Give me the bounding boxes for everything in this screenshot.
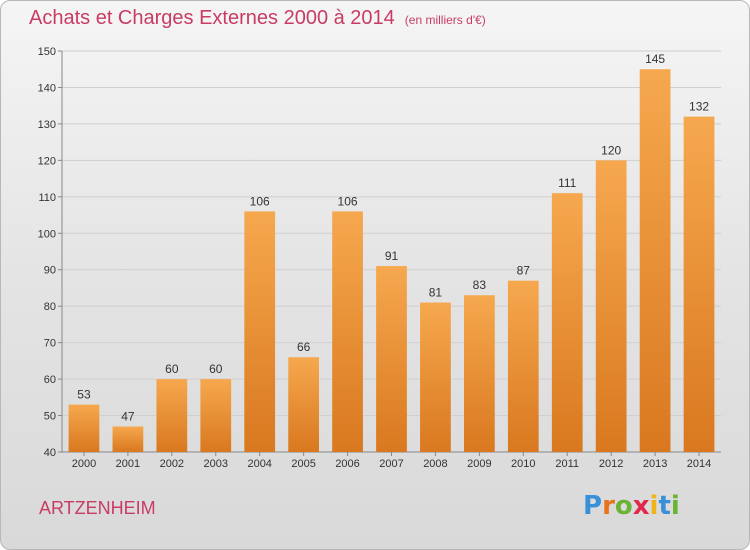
- y-tick-label: 140: [38, 82, 56, 94]
- chart-title-text: Achats et Charges Externes 2000 à 2014: [29, 7, 395, 29]
- y-tick-label: 130: [38, 119, 56, 131]
- x-tick-label: 2014: [687, 458, 711, 470]
- bar-2000: [68, 404, 100, 452]
- x-tick-label: 2010: [511, 458, 535, 470]
- bar-2010: [507, 280, 539, 452]
- value-label: 66: [297, 340, 311, 354]
- proxiti-logo: Proxiti: [583, 491, 680, 521]
- x-tick-label: 2012: [599, 458, 623, 470]
- commune-name: ARTZENHEIM: [39, 498, 156, 518]
- bar-2005: [288, 357, 320, 452]
- x-tick-label: 2013: [643, 458, 667, 470]
- logo-letter: i: [649, 491, 659, 521]
- x-tick-label: 2000: [72, 458, 96, 470]
- labels: 40 50 60 70 80 90 100 110 120 130 140 150 53 2000 47 20…: [38, 46, 712, 470]
- bar-2007: [376, 266, 407, 452]
- x-tick-label: 2004: [247, 458, 271, 470]
- value-label: 106: [250, 194, 270, 208]
- bar-2003: [200, 379, 232, 452]
- logo-letter: i: [670, 491, 680, 521]
- y-tick-label: 70: [44, 338, 56, 350]
- value-label: 132: [689, 100, 709, 114]
- value-label: 87: [517, 264, 531, 278]
- value-label: 47: [121, 409, 135, 423]
- value-label: 91: [385, 249, 399, 263]
- value-label: 60: [165, 362, 179, 376]
- x-tick-label: 2002: [160, 458, 184, 470]
- bar-2012: [595, 160, 627, 452]
- y-tick-label: 40: [44, 447, 56, 459]
- x-tick-label: 2001: [116, 458, 140, 470]
- bar-2008: [420, 302, 451, 452]
- y-tick-label: 120: [38, 155, 56, 167]
- value-label: 60: [209, 362, 223, 376]
- logo-letter: r: [602, 491, 615, 521]
- logo-letter: x: [632, 491, 650, 521]
- y-tick-label: 60: [44, 374, 56, 386]
- bar-2001: [112, 426, 144, 452]
- value-label: 120: [601, 143, 621, 157]
- x-tick-label: 2006: [335, 458, 359, 470]
- chart-title-unit: (en milliers d'€): [404, 13, 486, 27]
- x-tick-label: 2003: [204, 458, 228, 470]
- x-tick-label: 2005: [291, 458, 315, 470]
- y-tick-label: 110: [38, 192, 56, 204]
- y-tick-label: 100: [38, 228, 56, 240]
- bar-2011: [551, 193, 583, 452]
- value-label: 83: [473, 278, 487, 292]
- x-tick-label: 2009: [467, 458, 491, 470]
- value-label: 106: [338, 194, 358, 208]
- y-tick-label: 90: [44, 265, 56, 277]
- value-label: 53: [77, 388, 91, 402]
- logo-letter: P: [583, 491, 603, 521]
- chart-title: Achats et Charges Externes 2000 à 2014 (e…: [29, 7, 486, 30]
- y-tick-label: 50: [44, 411, 56, 423]
- bar-2009: [463, 295, 495, 452]
- bar-2014: [683, 116, 715, 453]
- x-tick-label: 2008: [423, 458, 447, 470]
- bar-2002: [156, 379, 188, 452]
- bar-2004: [244, 211, 276, 452]
- y-tick-label: 150: [38, 46, 56, 58]
- bar-2013: [639, 69, 671, 453]
- x-tick-label: 2007: [379, 458, 403, 470]
- x-tick-label: 2011: [555, 458, 579, 470]
- value-label: 111: [558, 176, 577, 190]
- value-label: 81: [429, 286, 443, 300]
- logo-letter: t: [658, 491, 671, 521]
- bars: [68, 69, 715, 453]
- logo-letter: o: [614, 491, 633, 521]
- y-tick-label: 80: [44, 301, 56, 313]
- value-label: 145: [645, 52, 665, 66]
- bar-2006: [332, 211, 363, 452]
